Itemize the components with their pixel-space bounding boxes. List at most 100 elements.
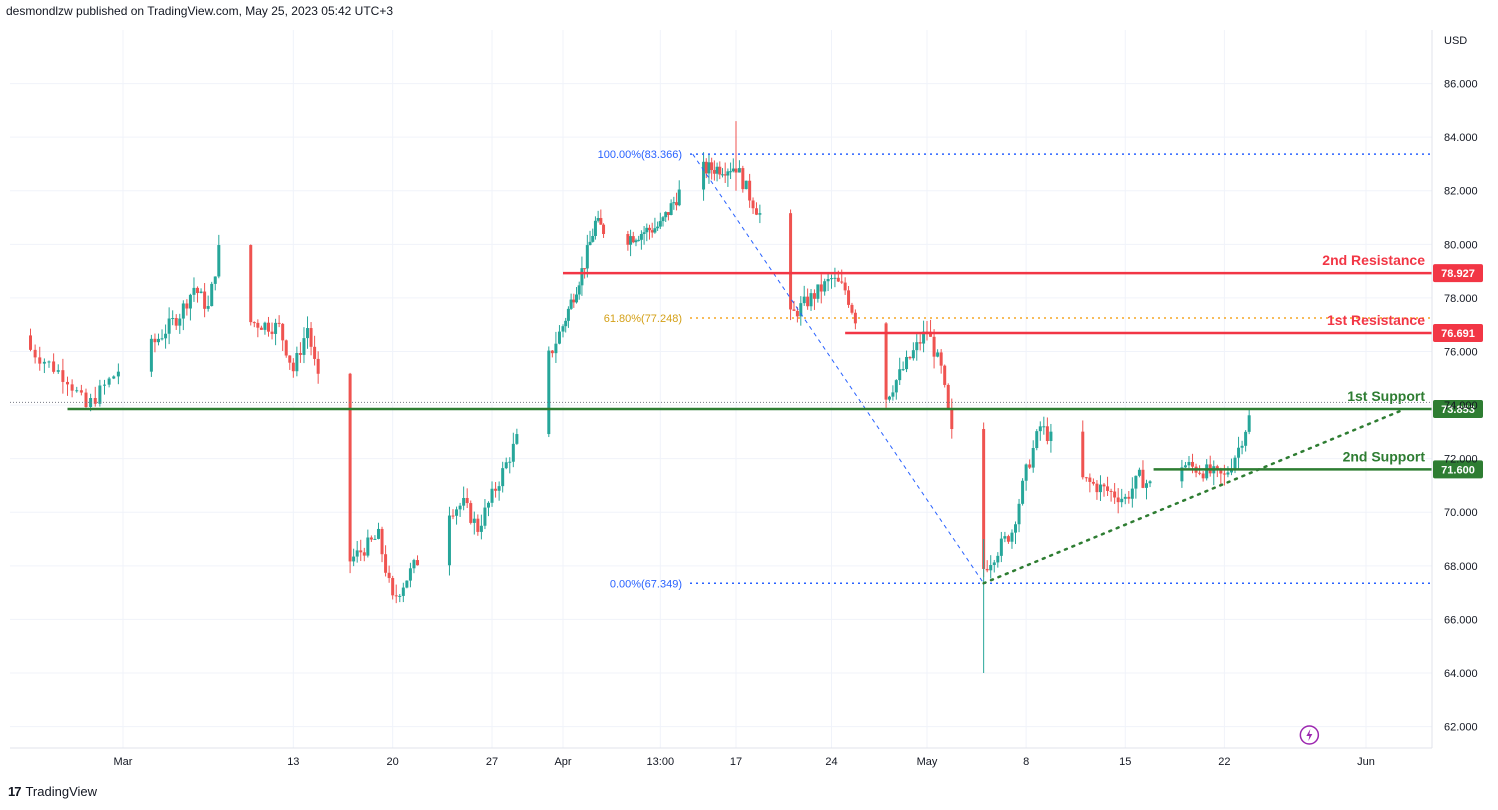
candle-body [348,373,352,562]
candle-body [70,384,74,391]
candle-body [384,554,388,573]
1st-resistance-label: 1st Resistance [1327,312,1425,328]
candle-body [729,171,733,173]
candle-body [830,278,833,280]
candle-body [359,550,363,553]
candle-body [1226,472,1230,475]
candle-body [47,361,51,363]
price-badge-label: 76.691 [1441,328,1475,340]
candle-body [932,336,936,357]
candle-body [887,396,891,400]
candle-body [946,384,950,409]
candle-body [751,200,755,209]
candle-body [585,245,589,269]
candle-body [1183,465,1187,468]
candle-body [816,284,820,299]
grid [10,30,1432,748]
candle-body [511,443,515,462]
y-tick-label: 86.000 [1444,79,1478,91]
x-tick-label: Apr [554,756,571,768]
candle-body [985,568,989,571]
candle-body [313,346,317,359]
candle-body [550,350,554,354]
candle-body [588,241,592,246]
candle-body [164,333,168,339]
candle-body [575,294,579,303]
candle-body [599,218,603,225]
1st-support-label: 1st Support [1347,388,1425,404]
candle-body [707,162,711,174]
candle-body [557,331,561,344]
candle-body [1191,461,1195,467]
candle-body [731,168,735,172]
candle-body [479,525,483,532]
candle-body [918,342,922,344]
candle-body [658,221,662,227]
candle-body [494,488,498,491]
candle-body [894,380,898,393]
candle-body [1145,483,1148,488]
y-tick-label: 82.000 [1444,186,1478,198]
candle-body [89,398,93,407]
candle-body [723,174,727,176]
candle-body [1017,503,1021,525]
candle-body [84,392,88,407]
candle-body [1222,473,1226,475]
candle-body [29,335,32,350]
2nd-support-label: 2nd Support [1343,448,1426,464]
candle-body [826,279,830,282]
candle-body [792,309,796,311]
candle-body [52,361,56,372]
fib-level-label: 100.00%(83.366) [598,149,682,161]
price-badge-label: 71.600 [1441,464,1475,476]
candle-body [675,202,679,206]
candle-body [593,220,597,236]
x-tick-label: 8 [1023,756,1029,768]
candle-body [901,369,905,371]
candle-body [302,338,306,355]
candle-body [405,580,409,588]
candle-body [1120,498,1124,503]
candle-body [650,230,654,233]
price-badge [1433,264,1483,283]
candle-body [853,312,857,324]
candle-body [181,303,185,319]
candle-body [469,503,473,523]
candle-body [249,245,253,323]
candle-body [355,550,359,557]
candle-body [369,537,373,540]
candle-body [465,497,469,504]
candle-body [1134,475,1138,489]
candle-body [656,226,660,229]
y-tick-label: 78.000 [1444,293,1478,305]
candle-body [1123,496,1127,499]
lightning-icon-glyph [1306,729,1313,741]
candle-body [79,390,83,393]
candle-body [833,277,837,279]
candle-body [1045,426,1049,442]
candle-body [508,461,512,463]
candle-body [999,538,1003,556]
candle-body [408,568,412,581]
candle-body [943,365,947,385]
candle-body [672,202,676,204]
candle-body [799,303,803,317]
candle-body [629,236,633,245]
candle-body [295,353,299,372]
candle-body [843,282,847,291]
candle-body [802,296,806,304]
candles [29,121,1251,673]
candle-body [206,306,210,309]
x-tick-label: 24 [825,756,837,768]
candle-body [1006,536,1010,542]
candle-body [1113,491,1117,498]
candle-body [702,161,706,190]
candle-body [1010,532,1014,542]
candle-body [185,303,189,309]
2nd-resistance-label: 2nd Resistance [1322,252,1425,268]
tradingview-logo[interactable]: 17 TradingView [8,784,97,799]
candle-body [486,502,490,508]
candle-body [1049,431,1053,442]
candle-body [412,560,416,569]
